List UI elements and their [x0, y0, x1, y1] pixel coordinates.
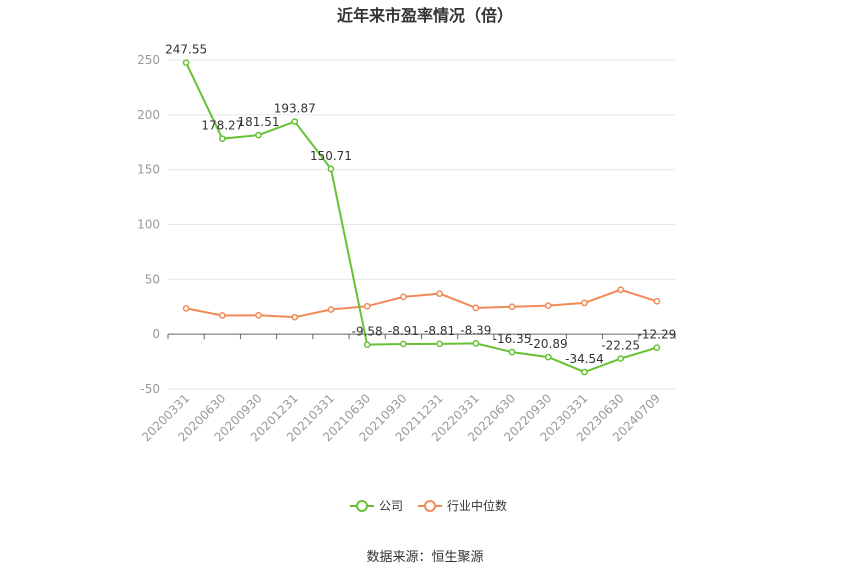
y-tick-label: 100 [137, 218, 160, 232]
data-point[interactable] [363, 302, 371, 310]
y-tick-label: 0 [152, 327, 160, 341]
data-label: -12.29 [638, 328, 677, 342]
data-point[interactable] [327, 306, 335, 313]
data-point[interactable] [436, 340, 443, 348]
y-tick-label: -50 [140, 382, 160, 396]
data-point[interactable] [508, 303, 516, 311]
data-point[interactable] [218, 312, 226, 319]
data-point[interactable] [218, 135, 226, 143]
series-line-1 [185, 288, 658, 319]
data-point[interactable] [291, 313, 299, 321]
legend-label: 行业中位数 [447, 498, 507, 513]
data-label: 247.55 [165, 43, 207, 57]
data-point[interactable] [544, 302, 552, 310]
data-label: -9.58 [352, 325, 383, 339]
data-point[interactable] [255, 311, 262, 319]
data-point[interactable] [617, 286, 625, 294]
series-layer [182, 59, 661, 376]
y-tick-label: 200 [137, 108, 160, 122]
data-label: -22.25 [601, 339, 640, 353]
data-point[interactable] [508, 348, 516, 356]
data-point[interactable] [472, 340, 480, 347]
data-point[interactable] [617, 355, 625, 362]
series-line-0 [185, 62, 658, 374]
data-label: 181.51 [238, 115, 280, 129]
grid-lines [168, 59, 675, 390]
data-point[interactable] [436, 290, 443, 297]
data-label: 178.27 [201, 119, 243, 133]
data-point[interactable] [255, 131, 262, 139]
data-point[interactable] [544, 353, 552, 361]
legend-item-0[interactable]: 公司 [350, 499, 403, 513]
y-axis: -50 0 50 100 150 200 250 [137, 53, 160, 396]
data-point[interactable] [653, 344, 661, 351]
legend-label: 公司 [379, 499, 403, 513]
y-tick-label: 50 [145, 272, 160, 286]
data-point[interactable] [182, 305, 190, 312]
source-note: 数据来源：恒生聚源 [366, 550, 484, 565]
data-point[interactable] [400, 340, 407, 348]
legend-marker-icon [356, 500, 368, 512]
legend: 公司 行业中位数 [350, 498, 507, 513]
legend-item-1[interactable]: 行业中位数 [418, 498, 507, 513]
data-point[interactable] [653, 297, 661, 305]
data-label: 193.87 [274, 102, 316, 116]
data-point[interactable] [472, 304, 480, 312]
data-label: -34.54 [565, 352, 604, 366]
legend-marker-icon [424, 500, 436, 512]
data-label: -16.35 [493, 332, 532, 346]
data-point[interactable] [182, 59, 190, 67]
data-point[interactable] [581, 299, 588, 307]
data-point[interactable] [291, 118, 299, 125]
data-point[interactable] [363, 341, 371, 349]
y-tick-label: 250 [137, 53, 160, 67]
data-point[interactable] [327, 165, 335, 173]
data-label: -8.91 [388, 324, 419, 338]
data-label: 150.71 [310, 149, 352, 163]
y-tick-label: 150 [137, 163, 160, 177]
chart-title: 近年来市盈率情况（倍） [336, 6, 513, 25]
data-label: -20.89 [529, 337, 568, 351]
data-point[interactable] [581, 368, 588, 376]
data-label: -8.81 [424, 324, 455, 338]
data-point[interactable] [400, 293, 407, 301]
data-label: -8.39 [460, 323, 491, 337]
